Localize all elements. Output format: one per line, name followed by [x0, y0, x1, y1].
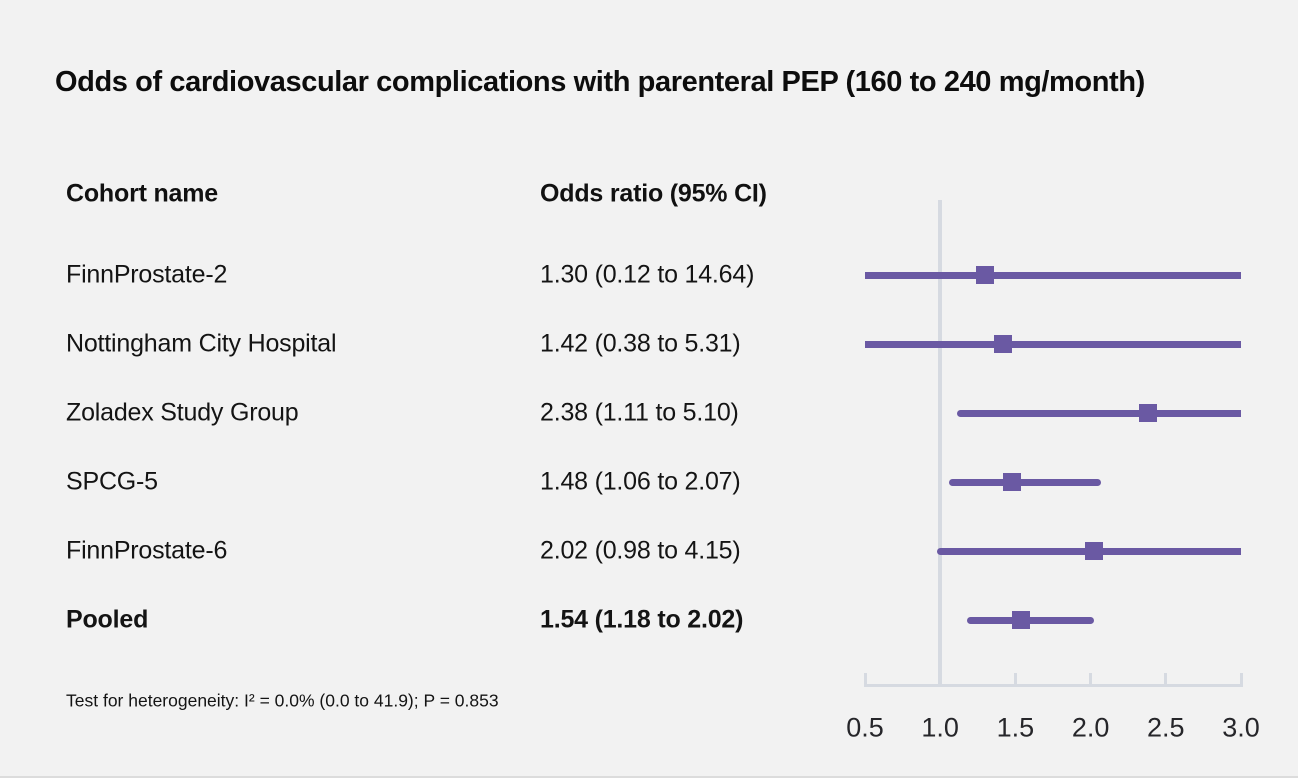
confidence-interval-line — [865, 340, 1241, 348]
cohort-label: FinnProstate-2 — [66, 260, 228, 289]
x-axis-tick — [1089, 673, 1093, 684]
point-estimate-square — [994, 335, 1013, 353]
confidence-interval-line — [949, 478, 1102, 486]
cohort-label: Nottingham City Hospital — [66, 329, 337, 358]
odds-ratio-value: 2.02 (0.98 to 4.15) — [540, 536, 741, 565]
point-estimate-square — [1138, 404, 1157, 422]
chart-title: Odds of cardiovascular complications wit… — [55, 66, 1145, 98]
column-header-odds-ratio: Odds ratio (95% CI) — [540, 179, 767, 208]
confidence-interval-line — [865, 271, 1241, 279]
x-axis-tick — [1164, 673, 1168, 684]
odds-ratio-value: 1.54 (1.18 to 2.02) — [540, 605, 744, 634]
x-axis-tick-label: 1.0 — [921, 712, 959, 743]
odds-ratio-value: 2.38 (1.11 to 5.10) — [540, 398, 739, 427]
cohort-label: SPCG-5 — [66, 467, 158, 496]
x-axis-tick-label: 3.0 — [1222, 712, 1260, 743]
heterogeneity-footnote: Test for heterogeneity: I² = 0.0% (0.0 t… — [66, 690, 499, 711]
x-axis-tick — [863, 673, 867, 684]
odds-ratio-value: 1.48 (1.06 to 2.07) — [540, 467, 741, 496]
x-axis-tick — [1239, 673, 1243, 684]
x-axis-tick-label: 0.5 — [846, 712, 884, 743]
cohort-label: Pooled — [66, 605, 149, 634]
x-axis-tick-label: 1.5 — [996, 712, 1035, 743]
x-axis-tick-label: 2.5 — [1147, 712, 1185, 743]
x-axis-tick — [1013, 673, 1017, 684]
cohort-label: FinnProstate-6 — [66, 536, 228, 565]
confidence-interval-line — [967, 616, 1094, 624]
confidence-interval-line — [956, 409, 1241, 417]
reference-line — [938, 200, 943, 687]
cohort-label: Zoladex Study Group — [66, 398, 299, 427]
point-estimate-square — [976, 266, 995, 284]
column-header-cohort: Cohort name — [66, 179, 218, 208]
point-estimate-square — [1084, 542, 1103, 560]
point-estimate-square — [1012, 611, 1031, 629]
odds-ratio-value: 1.30 (0.12 to 14.64) — [540, 260, 755, 289]
x-axis-tick — [938, 673, 942, 684]
x-axis-line — [863, 684, 1243, 687]
odds-ratio-value: 1.42 (0.38 to 5.31) — [540, 329, 741, 358]
point-estimate-square — [1003, 473, 1022, 491]
x-axis-tick-label: 2.0 — [1071, 712, 1110, 743]
